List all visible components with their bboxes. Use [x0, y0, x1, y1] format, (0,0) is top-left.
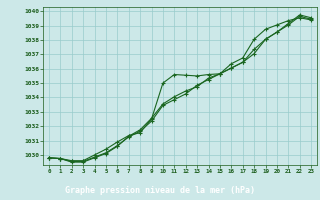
Text: Graphe pression niveau de la mer (hPa): Graphe pression niveau de la mer (hPa)	[65, 186, 255, 195]
